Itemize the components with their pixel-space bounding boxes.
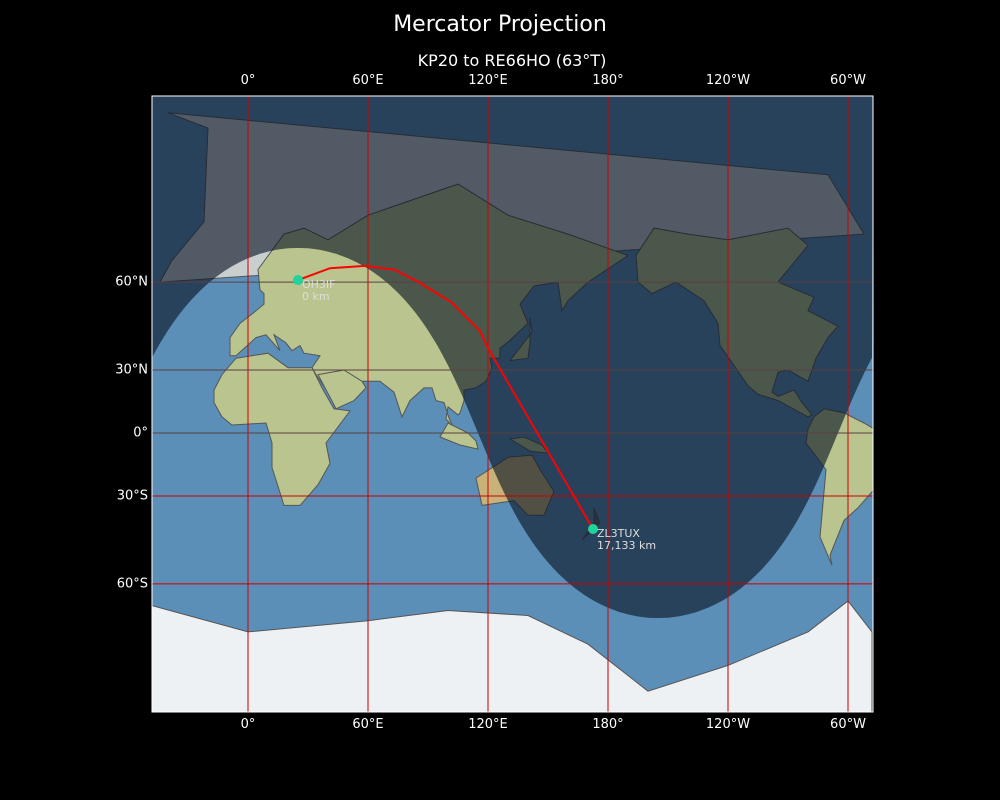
figure-title: Mercator Projection: [393, 12, 607, 37]
map-frame: [151, 95, 874, 713]
station-callsign: OH3IF: [302, 278, 336, 291]
top-lon-tick-label: 60°E: [352, 73, 384, 88]
bottom-lon-tick-label: 60°E: [352, 717, 384, 732]
bottom-lon-tick-label: 120°W: [705, 717, 751, 732]
station-distance: 0 km: [302, 290, 330, 303]
station-distance: 17,133 km: [597, 539, 656, 552]
bottom-lon-tick-label: 0°: [240, 717, 256, 732]
antarctica: [152, 600, 873, 712]
top-lon-tick-label: 120°W: [705, 73, 751, 88]
lat-tick-label: 30°N: [115, 362, 148, 378]
bottom-lon-tick-label: 60°W: [830, 717, 866, 732]
great-circle-path: [297, 264, 594, 530]
station-marker: [588, 523, 598, 534]
top-lon-tick-label: 180°: [592, 73, 624, 88]
bottom-lon-tick-label: 120°E: [468, 717, 508, 732]
arabia: [317, 369, 367, 410]
lat-tick-label: 0°: [133, 425, 148, 441]
lat-tick-label: 60°S: [116, 576, 148, 592]
indonesia: [439, 422, 479, 450]
top-lon-tick-label: 120°E: [468, 73, 508, 88]
bottom-lon-tick-label: 180°: [592, 717, 624, 732]
top-lon-tick-label: 60°W: [830, 73, 866, 88]
map-subtitle: KP20 to RE66HO (63°T): [417, 51, 607, 70]
lat-tick-label: 60°N: [115, 274, 148, 290]
lat-tick-label: 30°S: [116, 488, 148, 504]
night-shading: [152, 96, 873, 618]
station-marker: [293, 275, 303, 286]
top-lon-tick-label: 0°: [240, 73, 256, 88]
station-callsign: ZL3TUX: [597, 527, 640, 540]
